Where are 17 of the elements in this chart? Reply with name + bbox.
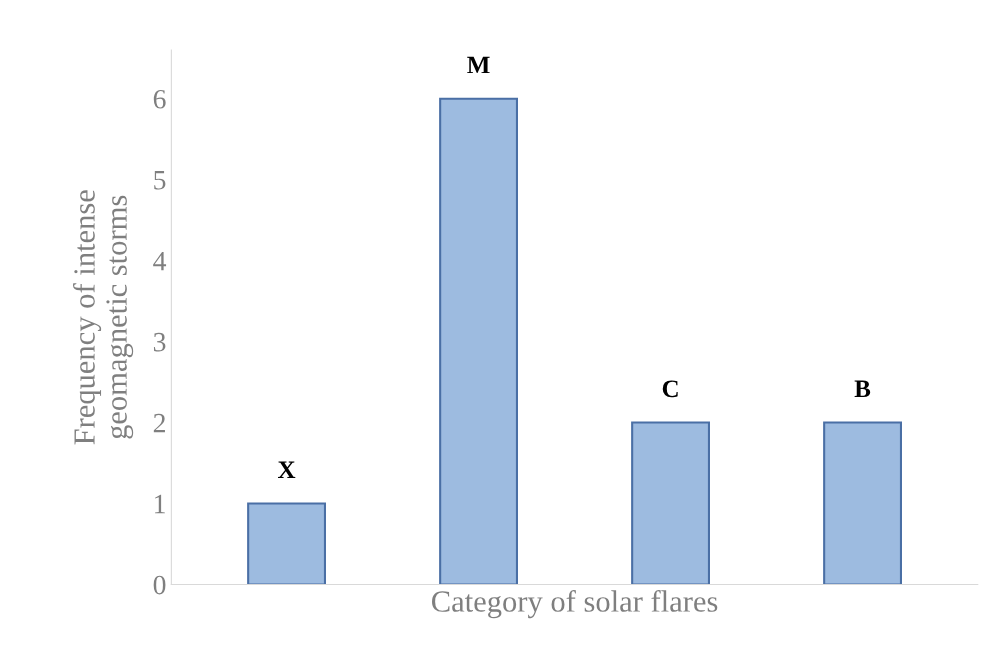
bar [439,97,518,585]
y-tick-label: 1 [155,494,165,514]
bar [247,502,326,585]
x-tick-label: B [854,380,871,398]
bar [823,421,902,585]
x-tick-label: M [467,56,490,74]
y-axis-title: Frequency of intense geomagnetic storms [73,190,134,445]
x-tick-label: C [662,380,678,398]
x-axis-title: Category of solar flares [432,590,718,619]
bar [631,421,710,585]
y-tick-label: 4 [153,251,167,271]
y-tick-label: 0 [153,575,166,595]
y-tick-label: 6 [153,89,166,109]
x-tick-label: X [278,461,296,478]
y-tick-label: 3 [153,332,166,352]
y-tick-label: 5 [154,171,166,190]
y-tick-label: 2 [153,413,165,433]
